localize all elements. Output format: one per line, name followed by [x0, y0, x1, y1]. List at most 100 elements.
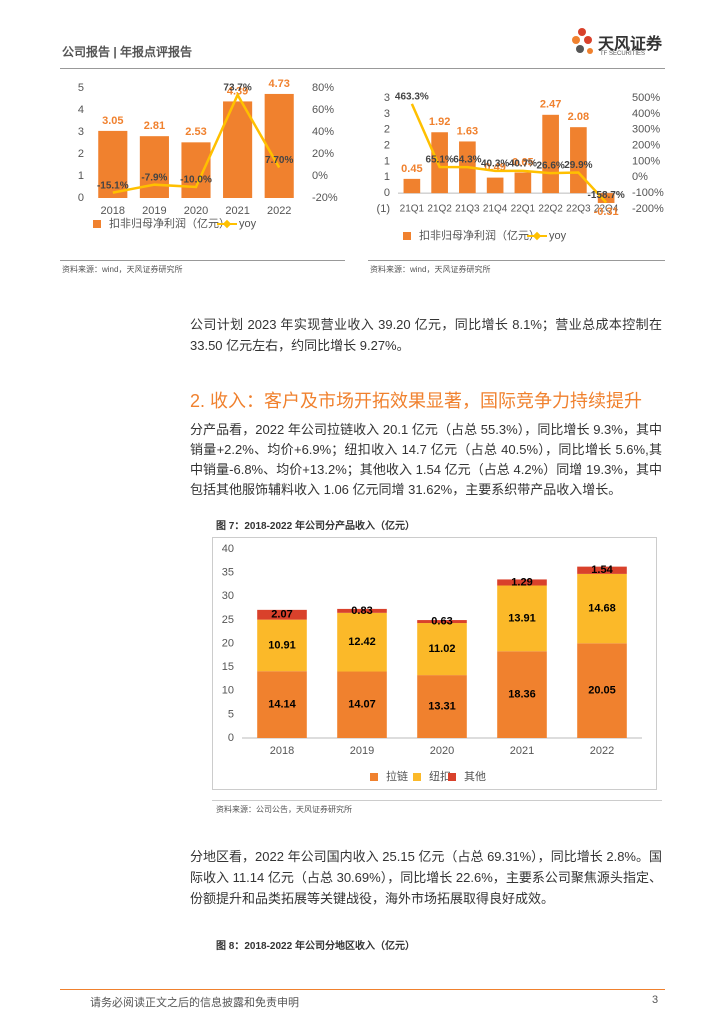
legend-swatch [370, 773, 378, 781]
y-tick-label: 3 [384, 108, 390, 120]
bar-segment [337, 612, 387, 672]
y-tick-label: 30 [222, 590, 234, 602]
legend-label: 其他 [464, 770, 486, 783]
bar [486, 177, 504, 194]
y-tick-label: 0 [78, 192, 84, 204]
data-label: 12.42 [348, 636, 376, 648]
data-label: 40.3% [481, 159, 509, 170]
paragraph: 公司计划 2023 年实现营业收入 39.20 亿元，同比增长 8.1%；营业总… [190, 317, 662, 353]
legend-label: yoy [239, 218, 257, 230]
x-tick-label: 2021 [225, 205, 249, 217]
chart: 0 1 2 3 4 5 -20% 0% 20% 40% 60% 80% 2018 2019 2020 2021… [78, 78, 338, 230]
x-tick-label: 2021 [510, 745, 534, 757]
bar-segment [257, 609, 307, 620]
data-label: 0.45 [401, 163, 422, 175]
y2-tick-label: -20% [312, 192, 338, 204]
y-tick-label: 5 [228, 708, 234, 720]
data-label: 1.63 [457, 125, 478, 137]
data-label: 463.3% [395, 91, 429, 102]
x-tick-label: 21Q3 [455, 204, 480, 215]
data-label: 2.53 [185, 126, 206, 138]
y2-tick-label: -100% [632, 187, 664, 199]
legend-label: 扣非归母净利润（亿元） [109, 216, 230, 230]
legend-swatch [413, 773, 421, 781]
x-tick-label: 2018 [101, 205, 125, 217]
y-tick-label: 3 [384, 92, 390, 104]
data-label: 26.6% [536, 161, 564, 172]
x-tick-label: 2022 [590, 745, 614, 757]
y-tick-label: 4 [78, 104, 84, 116]
data-label: -0.31 [594, 206, 619, 218]
data-label: 0.65 [512, 156, 533, 168]
data-label: 14.07 [348, 699, 376, 711]
y-tick-label: 2 [78, 148, 84, 160]
data-label: 14.14 [268, 699, 296, 711]
bar [403, 178, 421, 194]
legend-label: yoy [549, 230, 567, 242]
data-label: -7.9% [141, 172, 167, 183]
bar [514, 172, 532, 194]
bar-segment [257, 671, 307, 738]
legend-swatch [403, 232, 411, 240]
x-tick-label: 2020 [184, 205, 208, 217]
data-label: 4.39 [227, 85, 248, 97]
bar [431, 132, 448, 194]
data-label: -10.0% [180, 175, 212, 186]
x-tick-label: 2019 [350, 745, 374, 757]
bar [542, 114, 559, 194]
y2-tick-label: 80% [312, 82, 334, 94]
data-label: 13.31 [428, 700, 456, 712]
y2-tick-label: 200% [632, 139, 660, 151]
data-label: 29.9% [564, 160, 592, 171]
x-tick-label: 21Q2 [427, 204, 452, 215]
section-heading: 2. 收入：客户及市场开拓效果显著，国际竞争力持续提升 [190, 391, 643, 411]
data-label: 64.3% [453, 155, 481, 166]
legend-swatch [93, 220, 101, 228]
data-label: 2.07 [271, 609, 292, 621]
y-tick-label: 5 [78, 82, 84, 94]
bar-segment [337, 608, 387, 613]
data-label: 18.36 [508, 689, 536, 701]
x-tick-label: 2018 [270, 745, 294, 757]
y-tick-label: 15 [222, 661, 234, 673]
paragraph: 分地区看，2022 年公司国内收入 25.15 亿元（占总 69.31%），同比… [190, 849, 662, 906]
chart: (1) 0 1 1 2 2 3 3 -200% -100% 0% 100% 200% 300% 400% 50… [377, 91, 664, 242]
x-tick-label: 21Q4 [483, 204, 508, 215]
bar [264, 93, 294, 198]
x-tick-label: 2020 [430, 745, 454, 757]
x-tick-label: 22Q1 [511, 204, 536, 215]
data-label: 20.05 [588, 685, 616, 697]
x-tick-label: 22Q4 [594, 204, 619, 215]
data-label: 11.02 [429, 643, 456, 655]
y2-tick-label: 60% [312, 104, 334, 116]
y-tick-label: 10 [222, 685, 234, 697]
data-label: 2.08 [568, 111, 589, 123]
data-label: 10.91 [268, 639, 296, 651]
data-label: 3.05 [102, 115, 123, 127]
report-type: 公司报告 | 年报点评报告 [62, 45, 193, 59]
x-tick-label: 21Q1 [400, 204, 425, 215]
source: 资料来源：wind，天风证券研究所 [370, 265, 491, 274]
y-tick-label: 2 [384, 124, 390, 136]
data-label: 73.7% [223, 83, 251, 94]
bar [181, 142, 211, 198]
logo-icon [572, 28, 593, 54]
figure-frame [212, 537, 657, 790]
legend-swatch [222, 219, 232, 229]
y-tick-label: 2 [384, 139, 390, 151]
x-tick-label: 2022 [267, 205, 291, 217]
data-label: 2.81 [144, 120, 165, 132]
y2-tick-label: 20% [312, 148, 334, 160]
y2-tick-label: -200% [632, 203, 664, 215]
data-label: 2.47 [540, 99, 561, 111]
data-label: 1.54 [591, 564, 613, 576]
data-label: 40.7% [509, 158, 537, 169]
bar-segment [577, 573, 627, 644]
y-tick-label: 1 [78, 170, 84, 182]
data-label: 0.83 [351, 605, 372, 617]
bar-segment [417, 675, 467, 738]
y-tick-label: 20 [222, 637, 234, 649]
y2-tick-label: 400% [632, 108, 660, 120]
bar-segment [417, 620, 467, 624]
